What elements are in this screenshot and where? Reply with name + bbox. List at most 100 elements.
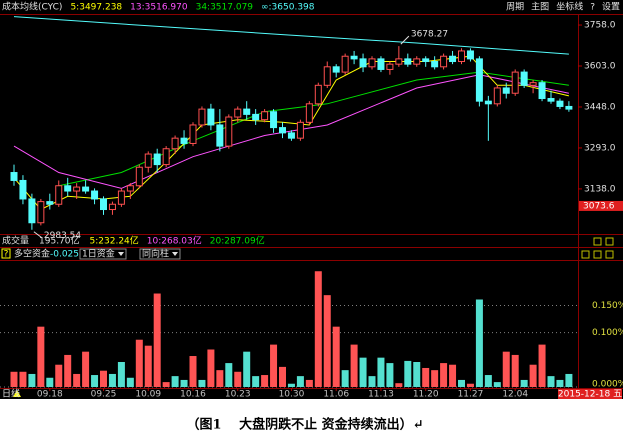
period-dropdown[interactable]	[79, 248, 127, 260]
style-dropdown[interactable]	[139, 248, 181, 260]
candle-body	[117, 190, 125, 205]
bar	[261, 375, 269, 387]
x-tick-label: 12.04	[502, 390, 528, 400]
period-label: 日线	[2, 388, 20, 400]
high-label: 3678.27	[411, 30, 448, 40]
menu-item[interactable]: 坐标线	[556, 1, 583, 13]
candle-body	[243, 108, 251, 115]
bar	[207, 349, 215, 387]
candle-body	[261, 111, 269, 121]
candle-body	[556, 100, 564, 107]
candle-body	[46, 201, 54, 205]
bar	[126, 377, 134, 387]
candle-body	[332, 66, 340, 73]
candle-body	[404, 58, 412, 65]
candle-body	[153, 153, 161, 166]
menu-item[interactable]: 主图	[531, 1, 549, 13]
low-label: 2983.54	[44, 231, 81, 241]
candle-body	[323, 66, 331, 86]
candle-body	[386, 63, 394, 70]
candle-body	[189, 124, 197, 144]
annotation-arrow	[400, 35, 410, 45]
bar	[431, 370, 439, 387]
candle-body	[207, 108, 215, 126]
candle-body	[171, 137, 179, 150]
candle-body	[270, 111, 278, 129]
candle-body	[287, 132, 295, 139]
menu-item[interactable]: 设置	[602, 2, 620, 13]
x-tick-label: 09.25	[91, 390, 117, 400]
bar	[144, 345, 152, 387]
bar	[82, 351, 90, 387]
y-tick-label: 3448.0	[584, 102, 616, 112]
help-mark: ?	[4, 250, 9, 260]
y-tick-label: 0.000%	[592, 380, 623, 390]
bar	[287, 383, 295, 387]
candle-body	[162, 148, 170, 166]
indicator-title: 多空资金	[14, 248, 50, 260]
bar	[296, 376, 304, 387]
bar	[458, 379, 465, 387]
candle-body	[520, 71, 528, 86]
bar	[538, 344, 546, 387]
bar	[234, 371, 242, 387]
legend-value: 20:287.09亿	[210, 235, 265, 247]
bar	[493, 382, 501, 387]
bar	[386, 363, 394, 387]
bar	[520, 379, 528, 387]
candle-body	[64, 185, 72, 192]
background	[0, 0, 623, 399]
bar	[377, 357, 385, 387]
bar	[91, 375, 99, 387]
x-tick-label: 11.27	[458, 390, 484, 400]
y-tick-label: 3603.0	[584, 62, 616, 72]
bar	[189, 356, 197, 387]
x-tick-label: 10.23	[225, 390, 251, 400]
last-price-box	[579, 200, 623, 211]
candle-body	[547, 98, 555, 102]
candle-body	[279, 127, 286, 134]
bar	[28, 373, 36, 387]
candle-body	[529, 82, 537, 86]
candle-body	[431, 61, 439, 68]
candle-body	[252, 113, 260, 121]
bar	[511, 354, 519, 387]
candle-body	[100, 198, 107, 211]
candle-body	[10, 172, 18, 181]
volume-value: 195.70亿	[39, 235, 80, 247]
bar	[440, 363, 448, 387]
candle-body	[296, 121, 304, 139]
y-tick-label: 3293.0	[584, 143, 616, 153]
bar	[413, 362, 421, 387]
bar	[279, 366, 286, 387]
legend-value: ∞:3650.398	[261, 3, 315, 13]
menu-item[interactable]: ?	[590, 3, 595, 13]
bar	[108, 373, 116, 387]
candle-body	[19, 179, 27, 200]
y-tick-label: 0.100%	[592, 328, 623, 338]
x-tick-label: 10.30	[279, 390, 305, 400]
style-text: 同向柱	[142, 248, 169, 260]
help-icon[interactable]	[1, 248, 11, 259]
bar	[529, 364, 537, 387]
candle-body	[395, 58, 403, 65]
bar	[332, 326, 340, 387]
candle-body	[377, 58, 385, 70]
bar	[359, 357, 367, 387]
candle-body	[368, 58, 376, 68]
candle-body	[126, 185, 134, 192]
candle-body	[234, 108, 242, 118]
bar	[565, 373, 573, 387]
bar	[243, 351, 251, 387]
candle-body	[565, 105, 573, 110]
bar	[502, 351, 510, 387]
menu-item[interactable]: 周期	[506, 2, 524, 13]
bar	[341, 370, 349, 387]
bar	[216, 370, 224, 387]
bar	[100, 370, 107, 387]
bar	[368, 376, 376, 387]
candle-body	[484, 100, 492, 105]
candle-body	[458, 50, 465, 63]
candle-body	[225, 116, 233, 147]
